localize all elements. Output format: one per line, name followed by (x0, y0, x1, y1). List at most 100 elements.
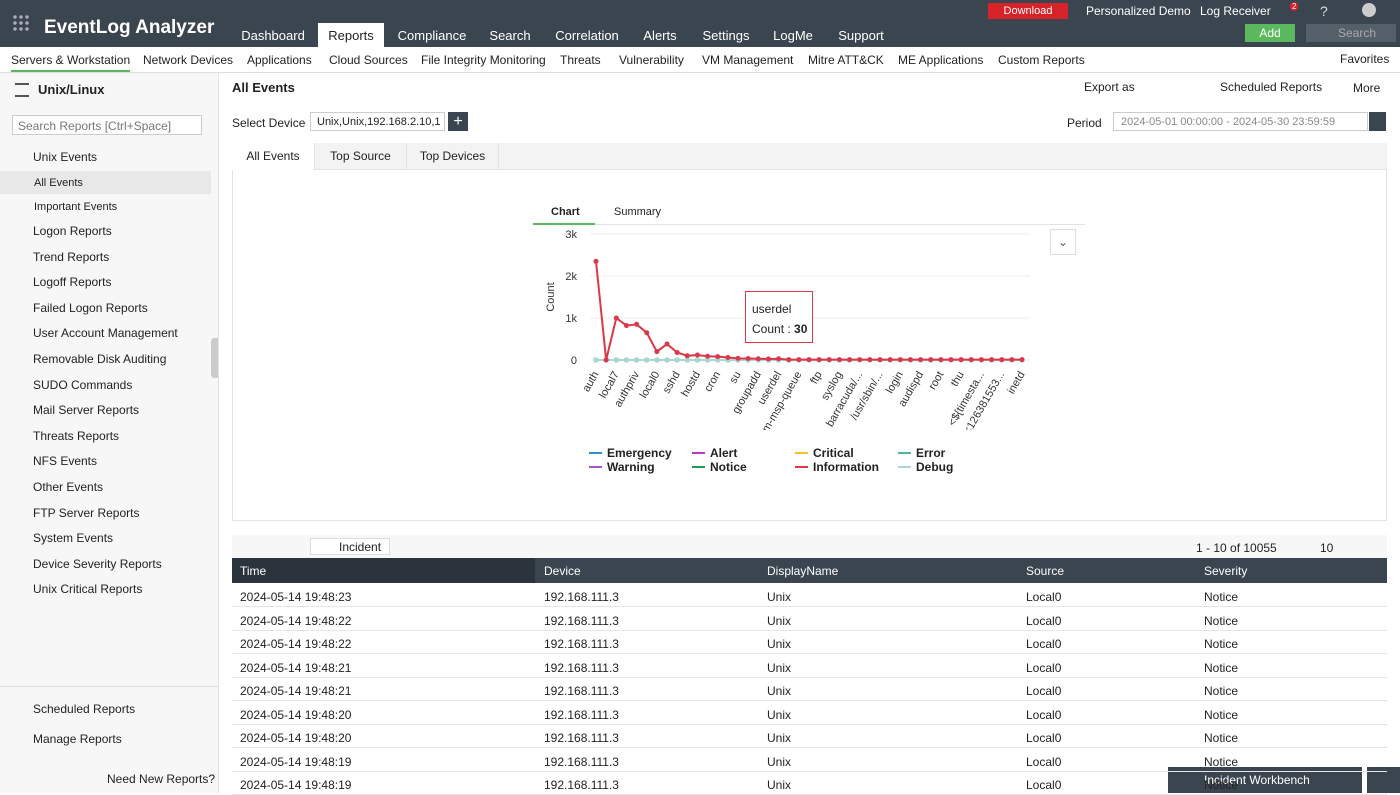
subnav-item[interactable]: Vulnerability (619, 53, 684, 67)
chart-options[interactable]: ⌄ (1050, 229, 1076, 255)
demo-link[interactable]: Personalized Demo (1086, 4, 1191, 18)
nav-tab[interactable]: Settings (702, 28, 750, 43)
sidebar-item[interactable]: Failed Logon Reports (33, 300, 148, 315)
data-point (715, 354, 721, 360)
more-menu[interactable]: More (1353, 81, 1381, 95)
apps-icon[interactable] (12, 14, 30, 32)
device-select[interactable]: Unix,Unix,192.168.2.10,1 ... (310, 112, 445, 131)
cell: Notice (1204, 707, 1239, 722)
sidebar-item[interactable]: Other Events (33, 480, 104, 494)
period-input[interactable]: 2024-05-01 00:00:00 - 2024-05-30 23:59:5… (1113, 112, 1368, 131)
sidebar-item[interactable]: NFS Events (33, 454, 98, 469)
sidebar-item[interactable]: Device Severity Reports (33, 556, 162, 571)
sidebar-item[interactable]: Mail Server Reports (33, 403, 140, 418)
report-tabs-bar (232, 143, 1387, 170)
nav-tab[interactable]: LogMe (773, 28, 813, 43)
sidebar-footer-item[interactable]: Manage Reports (33, 732, 122, 746)
nav-tab[interactable]: Alerts (643, 28, 677, 43)
legend-item[interactable]: Alert (710, 446, 738, 460)
legend-marker (898, 466, 911, 468)
sidebar-item[interactable]: Trend Reports (33, 249, 110, 264)
help[interactable]: ? (1320, 3, 1328, 19)
subnav-item[interactable]: Servers & Workstation (11, 53, 131, 72)
x-tick-label: local0 (638, 370, 663, 401)
collapse-handle[interactable] (211, 338, 218, 378)
y-tick-label: 3k (565, 229, 577, 241)
report-search[interactable]: Search Reports [Ctrl+Space] (12, 115, 202, 135)
search-box[interactable]: Search (1306, 24, 1396, 42)
data-point (1019, 357, 1025, 363)
nav-tab[interactable]: Correlation (555, 28, 619, 43)
calendar-button[interactable] (1369, 112, 1386, 131)
nav-tab[interactable]: Search (489, 28, 531, 43)
subnav-item[interactable]: Cloud Sources (329, 53, 408, 67)
column-header[interactable]: Device (544, 564, 581, 578)
subnav-item[interactable]: ME Applications (898, 53, 984, 67)
data-point (664, 341, 670, 347)
nav-tab[interactable]: Dashboard (241, 28, 305, 43)
menu-icon[interactable] (15, 83, 29, 97)
sidebar-item[interactable]: System Events (33, 531, 114, 546)
subnav-item[interactable]: Threats (560, 53, 601, 67)
nav-tab[interactable]: Compliance (397, 28, 467, 43)
nav-tab[interactable]: Support (838, 28, 884, 43)
data-point (634, 321, 640, 327)
legend-item[interactable]: Warning (607, 460, 655, 474)
data-point (857, 357, 863, 363)
sidebar-item[interactable]: Logoff Reports (33, 275, 112, 290)
need-reports[interactable]: Need New Reports? (107, 772, 216, 786)
chart-tab[interactable]: Chart (551, 206, 580, 218)
subnav-item[interactable]: Applications (247, 53, 312, 67)
column-header[interactable]: DisplayName (767, 564, 839, 578)
cell: 2024-05-14 19:48:19 (240, 754, 352, 769)
nav-tab[interactable]: Reports (328, 28, 374, 43)
favorites[interactable]: Favorites (1340, 52, 1390, 66)
subnav-item[interactable]: File Integrity Monitoring (421, 53, 546, 67)
column-header[interactable]: Time (240, 564, 267, 578)
add-device[interactable]: + (448, 112, 468, 131)
sidebar-item[interactable]: Threats Reports (33, 428, 120, 443)
sidebar-group[interactable]: Unix Events (33, 150, 98, 164)
column-header[interactable]: Source (1026, 564, 1065, 578)
sidebar-footer-item[interactable]: Scheduled Reports (33, 702, 136, 716)
scheduled-reports[interactable]: Scheduled Reports (1220, 80, 1323, 94)
legend-item[interactable]: Information (813, 460, 879, 474)
subnav-item[interactable]: VM Management (702, 53, 794, 67)
sidebar-item[interactable]: SUDO Commands (33, 377, 133, 392)
subnav-item[interactable]: Network Devices (143, 53, 234, 67)
logo[interactable]: EventLog Analyzer (44, 17, 215, 38)
notification-count[interactable]: 2 (1290, 2, 1299, 11)
incident-button[interactable]: Incident (310, 538, 390, 555)
sidebar-subitem[interactable]: All Events (34, 177, 83, 189)
add-button[interactable]: Add (1245, 24, 1295, 42)
page-size[interactable]: 10 (1320, 541, 1334, 555)
sidebar-subitem[interactable]: Important Events (34, 201, 118, 213)
legend-item[interactable]: Critical (813, 446, 854, 460)
subnav-item[interactable]: Mitre ATT&CK (808, 53, 884, 67)
cell: Unix (767, 613, 792, 628)
user-icon[interactable] (1362, 3, 1376, 17)
chart-tab[interactable]: Summary (614, 206, 662, 218)
sidebar-item[interactable]: Unix Critical Reports (33, 582, 143, 597)
download-button[interactable]: Download (988, 3, 1068, 19)
legend-item[interactable]: Notice (710, 460, 747, 474)
report-tab[interactable]: Top Source (315, 143, 407, 170)
subnav-item[interactable]: Custom Reports (998, 53, 1085, 67)
cell: Local0 (1026, 613, 1062, 628)
sidebar-item[interactable]: Logon Reports (33, 224, 112, 238)
legend-item[interactable]: Error (916, 446, 946, 460)
legend-marker (795, 452, 808, 454)
sidebar-item[interactable]: Removable Disk Auditing (33, 352, 167, 366)
report-tab[interactable]: All Events (232, 143, 315, 170)
log-receiver[interactable]: Log Receiver (1200, 4, 1271, 18)
sidebar-item[interactable]: User Account Management (33, 326, 178, 341)
column-header[interactable]: Severity (1204, 564, 1248, 578)
data-point (684, 353, 690, 359)
data-point (623, 357, 629, 363)
legend-item[interactable]: Debug (916, 460, 954, 474)
legend-item[interactable]: Emergency (607, 446, 672, 460)
content-title: All Events (232, 80, 295, 95)
export-menu[interactable]: Export as (1084, 80, 1135, 94)
sidebar-item[interactable]: FTP Server Reports (33, 505, 140, 520)
report-tab[interactable]: Top Devices (407, 143, 499, 170)
